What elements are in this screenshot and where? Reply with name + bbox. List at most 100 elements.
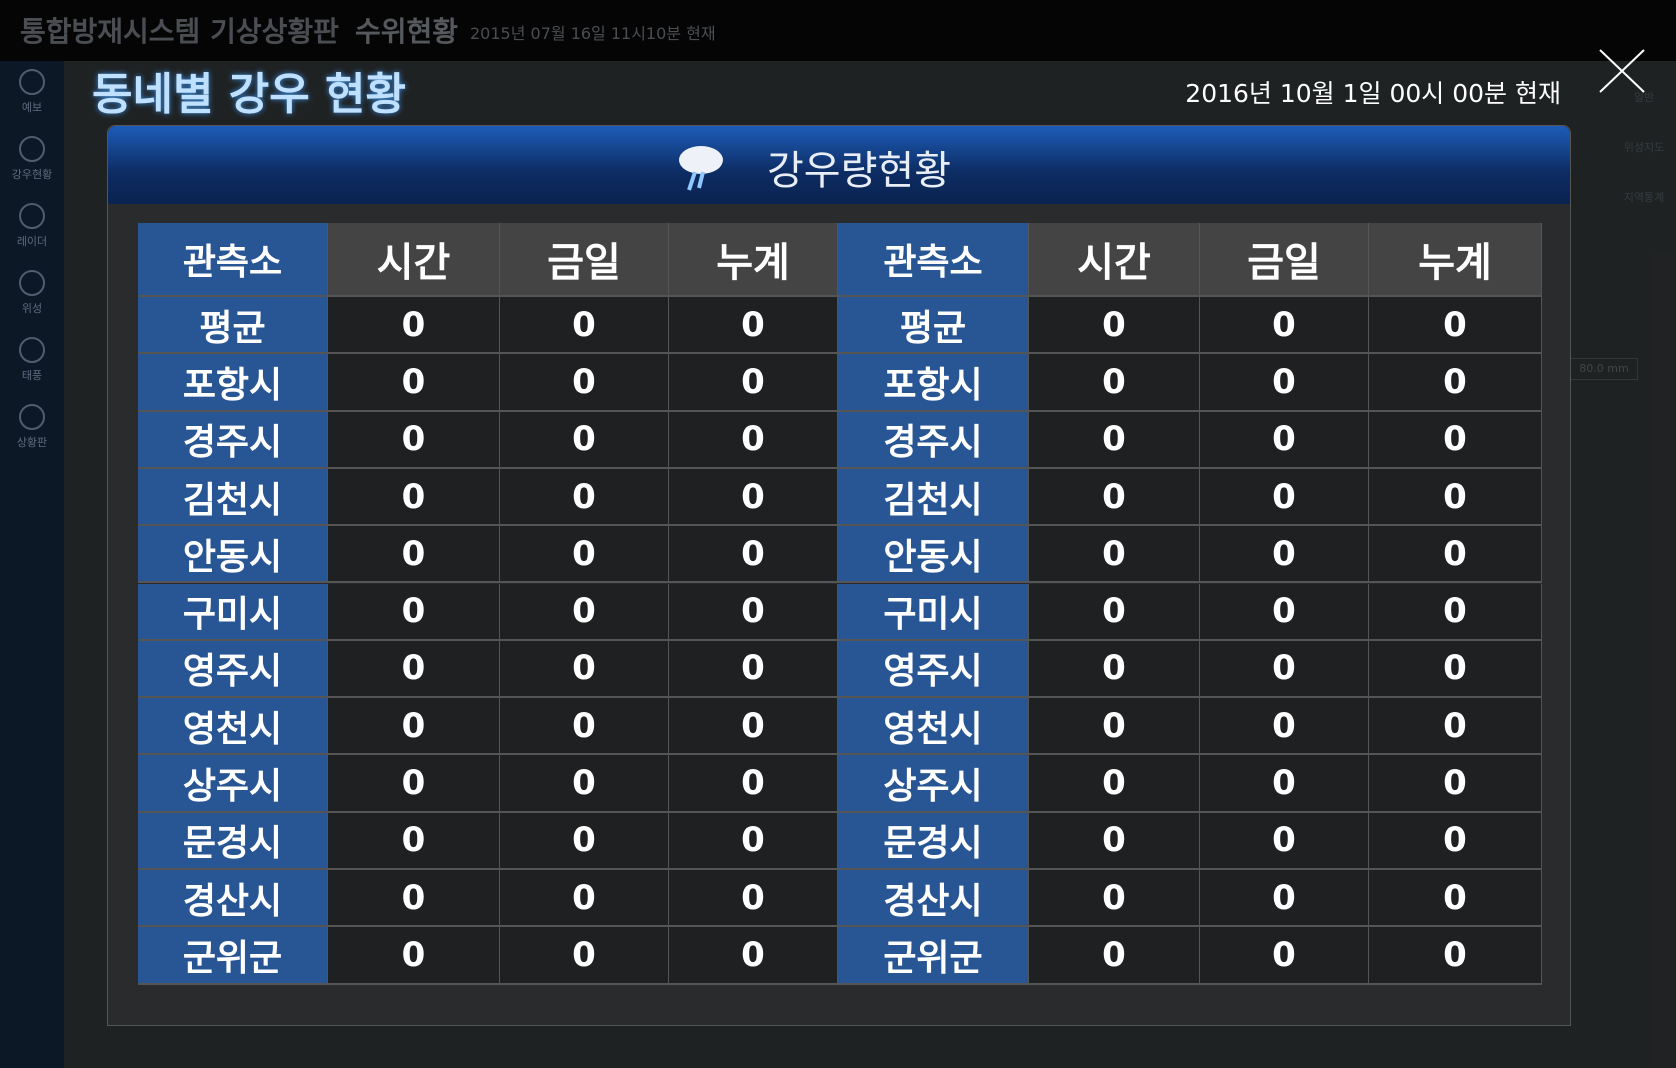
rain-value: 0 xyxy=(328,698,500,756)
station-name: 군위군 xyxy=(838,927,1029,985)
station-name: 군위군 xyxy=(138,927,328,985)
rain-value: 0 xyxy=(1029,583,1200,641)
sidebar-item[interactable]: 레이더 xyxy=(0,203,64,249)
page-title: 동네별 강우 현황 xyxy=(92,69,406,120)
rain-value: 0 xyxy=(669,870,838,928)
station-name: 평균 xyxy=(138,297,328,355)
column-header: 금일 xyxy=(500,223,669,297)
rain-value: 0 xyxy=(669,927,838,985)
rain-value: 0 xyxy=(669,411,838,469)
rain-value: 0 xyxy=(328,870,500,928)
rain-value: 0 xyxy=(328,755,500,813)
sidebar-item[interactable]: 위성 xyxy=(0,270,64,316)
station-name: 포항시 xyxy=(138,354,328,412)
rain-value: 0 xyxy=(1200,698,1369,756)
rain-value: 0 xyxy=(1369,755,1542,813)
station-name: 상주시 xyxy=(138,755,328,813)
rain-value: 0 xyxy=(500,526,669,584)
rain-value: 0 xyxy=(669,297,838,355)
station-name: 경주시 xyxy=(838,411,1029,469)
station-name: 구미시 xyxy=(138,583,328,641)
rain-value: 0 xyxy=(1029,812,1200,870)
rain-value: 0 xyxy=(1369,812,1542,870)
rain-value: 0 xyxy=(1369,640,1542,699)
rain-value: 0 xyxy=(328,468,500,527)
rain-value: 0 xyxy=(1200,411,1369,469)
sidebar-item[interactable]: 강우현황 xyxy=(0,136,64,182)
rain-value: 0 xyxy=(1369,870,1542,928)
rain-value: 0 xyxy=(1029,640,1200,699)
station-name: 김천시 xyxy=(838,468,1029,527)
station-name: 안동시 xyxy=(138,526,328,584)
rain-value: 0 xyxy=(669,468,838,527)
rain-value: 0 xyxy=(1200,354,1369,412)
rain-value: 0 xyxy=(1369,411,1542,469)
rain-value: 0 xyxy=(500,468,669,527)
rain-value: 0 xyxy=(328,411,500,469)
column-header: 금일 xyxy=(1200,223,1369,297)
timestamp: 2016년 10월 1일 00시 00분 현재 xyxy=(1185,79,1561,108)
rain-value: 0 xyxy=(1029,411,1200,469)
rain-value: 0 xyxy=(328,297,500,355)
rain-value: 0 xyxy=(500,870,669,928)
panel: 강우량현황 관측소 시간 금일 누계 평균 0 0 0 포항시 0 0 0 경주시 0 0 0 김천시 0 0 0 안동… xyxy=(107,125,1571,1026)
sidebar-item[interactable]: 상황판 xyxy=(0,404,64,450)
rain-value: 0 xyxy=(1029,526,1200,584)
rain-value: 0 xyxy=(328,640,500,699)
station-name: 상주시 xyxy=(838,755,1029,813)
rain-value: 0 xyxy=(500,698,669,756)
rain-value: 0 xyxy=(328,526,500,584)
column-header: 누계 xyxy=(1369,223,1542,297)
rain-value: 0 xyxy=(669,583,838,641)
rain-value: 0 xyxy=(1369,583,1542,641)
sidebar-item[interactable]: 태풍 xyxy=(0,337,64,383)
station-name: 경주시 xyxy=(138,411,328,469)
rain-value: 0 xyxy=(669,354,838,412)
rain-value: 0 xyxy=(1200,927,1369,985)
station-name: 구미시 xyxy=(838,583,1029,641)
app-timestamp: 2015년 07월 16일 11시10분 현재 xyxy=(470,24,716,43)
rain-value: 0 xyxy=(1200,755,1369,813)
station-name: 평균 xyxy=(838,297,1029,355)
rain-value: 0 xyxy=(500,812,669,870)
rain-value: 0 xyxy=(328,354,500,412)
rain-value: 0 xyxy=(669,755,838,813)
station-name: 포항시 xyxy=(838,354,1029,412)
station-name: 영천시 xyxy=(838,698,1029,756)
rain-value: 0 xyxy=(500,411,669,469)
top-bar: 통합방재시스템 기상상황판 수위현황 2015년 07월 16일 11시10분 … xyxy=(0,0,1676,61)
rain-value: 0 xyxy=(1200,640,1369,699)
column-header: 관측소 xyxy=(838,223,1029,297)
station-name: 경산시 xyxy=(838,870,1029,928)
rain-value: 0 xyxy=(1369,526,1542,584)
rain-value: 0 xyxy=(1369,698,1542,756)
column-header: 시간 xyxy=(328,223,500,297)
rain-value: 0 xyxy=(669,640,838,699)
rain-icon xyxy=(679,146,723,191)
rain-value: 0 xyxy=(669,812,838,870)
rain-value: 0 xyxy=(1029,468,1200,527)
close-button[interactable] xyxy=(1598,48,1646,94)
rain-value: 0 xyxy=(1200,812,1369,870)
rain-value: 0 xyxy=(1200,870,1369,928)
sidebar-item[interactable]: 예보 xyxy=(0,69,64,115)
rain-value: 0 xyxy=(500,755,669,813)
rain-value: 0 xyxy=(500,354,669,412)
column-header: 누계 xyxy=(669,223,838,297)
rain-value: 0 xyxy=(1029,755,1200,813)
rain-value: 0 xyxy=(1369,354,1542,412)
rain-value: 0 xyxy=(1369,468,1542,527)
rain-value: 0 xyxy=(500,640,669,699)
rain-value: 0 xyxy=(1200,526,1369,584)
rain-value: 0 xyxy=(1029,698,1200,756)
rain-value: 0 xyxy=(669,526,838,584)
rain-value: 0 xyxy=(1029,297,1200,355)
rain-value: 0 xyxy=(1200,468,1369,527)
rain-table: 관측소 시간 금일 누계 평균 0 0 0 포항시 0 0 0 경주시 0 0 0 김천시 0 0 0 안동시 0 0 0 구미… xyxy=(138,223,1542,985)
rain-value: 0 xyxy=(1200,297,1369,355)
station-name: 영주시 xyxy=(138,640,328,699)
rain-value: 0 xyxy=(328,583,500,641)
rain-value: 0 xyxy=(328,927,500,985)
panel-header: 강우량현황 xyxy=(108,126,1570,204)
